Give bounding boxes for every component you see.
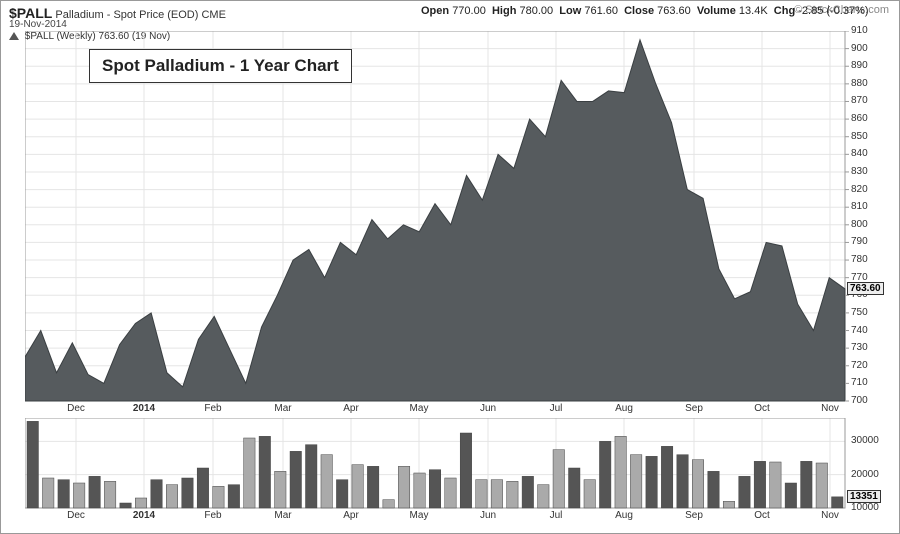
volume-x-tick: Mar bbox=[274, 510, 291, 521]
volume-y-tick: 30000 bbox=[851, 435, 891, 446]
price-y-tick: 700 bbox=[851, 395, 891, 406]
price-x-tick: Feb bbox=[204, 403, 221, 414]
area-legend-icon bbox=[9, 32, 19, 40]
price-y-tick: 810 bbox=[851, 201, 891, 212]
price-x-tick: Mar bbox=[274, 403, 291, 414]
volume-y-tick: 10000 bbox=[851, 502, 891, 513]
price-y-tick: 840 bbox=[851, 148, 891, 159]
price-y-tick: 720 bbox=[851, 360, 891, 371]
ohlc-bar: Open 770.00 High 780.00 Low 761.60 Close… bbox=[421, 5, 869, 17]
price-current-box: 763.60 bbox=[847, 282, 884, 295]
volume-x-tick: Sep bbox=[685, 510, 703, 521]
price-x-tick: Sep bbox=[685, 403, 703, 414]
ticker-desc: Palladium - Spot Price (EOD) CME bbox=[55, 9, 226, 21]
price-x-tick: Oct bbox=[754, 403, 770, 414]
price-y-tick: 740 bbox=[851, 325, 891, 336]
price-y-tick: 910 bbox=[851, 25, 891, 36]
price-y-tick: 750 bbox=[851, 307, 891, 318]
volume-x-tick: Feb bbox=[204, 510, 221, 521]
price-y-tick: 830 bbox=[851, 166, 891, 177]
chart-title-box: Spot Palladium - 1 Year Chart bbox=[89, 49, 352, 83]
price-x-tick: Apr bbox=[343, 403, 359, 414]
price-x-tick: Aug bbox=[615, 403, 633, 414]
price-y-tick: 800 bbox=[851, 219, 891, 230]
price-y-tick: 860 bbox=[851, 113, 891, 124]
price-x-tick: Jul bbox=[550, 403, 563, 414]
price-x-tick: Dec bbox=[67, 403, 85, 414]
volume-x-tick: May bbox=[410, 510, 429, 521]
price-y-tick: 730 bbox=[851, 342, 891, 353]
price-y-tick: 820 bbox=[851, 184, 891, 195]
volume-current-box: 13351 bbox=[847, 490, 881, 503]
price-area-chart bbox=[25, 31, 900, 419]
price-y-tick: 870 bbox=[851, 95, 891, 106]
price-y-tick: 780 bbox=[851, 254, 891, 265]
volume-x-tick: 2014 bbox=[133, 510, 155, 521]
chart-container: { "header": { "symbol": "$PALL", "desc":… bbox=[0, 0, 900, 534]
price-x-tick: Nov bbox=[821, 403, 839, 414]
volume-y-tick: 20000 bbox=[851, 469, 891, 480]
volume-x-tick: Apr bbox=[343, 510, 359, 521]
price-y-tick: 710 bbox=[851, 377, 891, 388]
volume-x-tick: Nov bbox=[821, 510, 839, 521]
price-y-tick: 900 bbox=[851, 43, 891, 54]
price-x-tick: Jun bbox=[480, 403, 496, 414]
price-y-tick: 880 bbox=[851, 78, 891, 89]
price-y-tick: 850 bbox=[851, 131, 891, 142]
price-x-tick: May bbox=[410, 403, 429, 414]
price-y-tick: 890 bbox=[851, 60, 891, 71]
volume-x-tick: Jun bbox=[480, 510, 496, 521]
volume-x-tick: Oct bbox=[754, 510, 770, 521]
price-x-tick: 2014 bbox=[133, 403, 155, 414]
chart-date: 19-Nov-2014 bbox=[9, 19, 67, 30]
volume-x-tick: Aug bbox=[615, 510, 633, 521]
volume-x-tick: Dec bbox=[67, 510, 85, 521]
volume-x-tick: Jul bbox=[550, 510, 563, 521]
price-y-tick: 790 bbox=[851, 236, 891, 247]
